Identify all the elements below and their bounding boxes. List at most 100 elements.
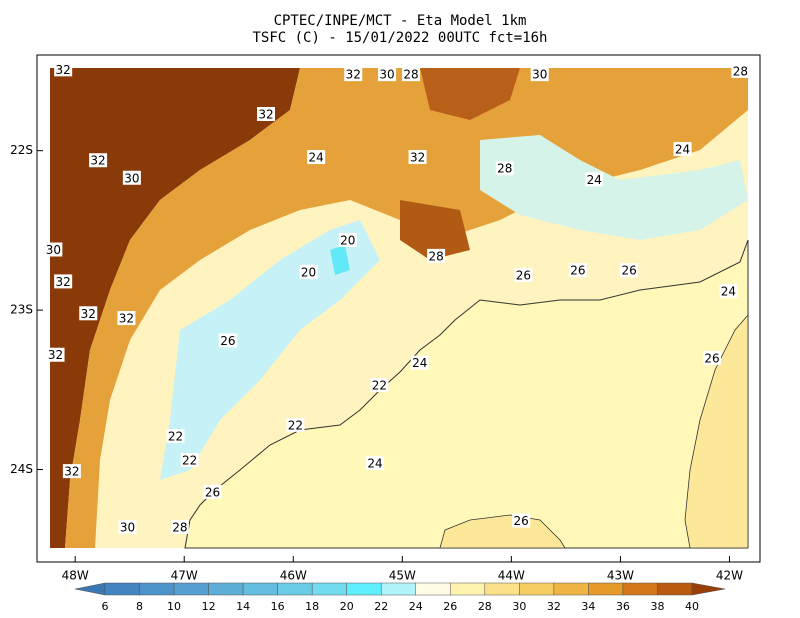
- colorbar-label: 26: [443, 600, 457, 613]
- subtitle: TSFC (C) - 15/01/2022 00UTC fct=16h: [252, 30, 547, 46]
- contour-label-text: 30: [379, 68, 394, 82]
- contour-label: 26: [703, 350, 722, 365]
- contour-label: 32: [54, 274, 73, 289]
- contour-label: 26: [512, 513, 531, 528]
- warm-region: [65, 68, 748, 548]
- contour-label-box: [46, 347, 65, 362]
- colorbar-bin: [311, 582, 347, 596]
- contour-label-box: [54, 274, 73, 289]
- colorbar-bin: [415, 582, 451, 596]
- contour-label-text: 32: [410, 151, 425, 165]
- contour-label-text: 24: [721, 284, 736, 298]
- y-tick-label: 22S: [10, 143, 33, 157]
- contour-label: 28: [402, 67, 421, 82]
- contour-label: 20: [338, 232, 357, 247]
- colorbar-label: 38: [650, 600, 664, 613]
- contour-label-text: 22: [288, 418, 303, 432]
- colorbar-low: [74, 582, 106, 596]
- colorbar-bin: [173, 582, 209, 596]
- contour-label-box: [408, 150, 427, 165]
- contour-label-box: [62, 464, 81, 479]
- contour-label-text: 30: [124, 171, 139, 185]
- contour-label-box: [512, 513, 531, 528]
- contour-label-box: [495, 161, 514, 176]
- contour-label: 20: [299, 264, 318, 279]
- contour-label-box: [731, 63, 750, 78]
- colorbar-label: 36: [616, 600, 630, 613]
- contour-label-text: 32: [346, 68, 361, 82]
- contour-label: 30: [530, 67, 549, 82]
- contour-label-text: 32: [56, 63, 71, 77]
- contour-label-text: 26: [220, 334, 235, 348]
- contour-label-box: [89, 153, 108, 168]
- contour-label-text: 26: [570, 264, 585, 278]
- x-tick-label: 48W: [62, 569, 89, 583]
- colorbar-label: 32: [547, 600, 561, 613]
- contour-label: 24: [585, 172, 604, 187]
- ocean-warm: [439, 514, 566, 549]
- contour-label-box: [203, 484, 222, 499]
- contour-label: 28: [495, 161, 514, 176]
- contour-label-text: 32: [48, 348, 63, 362]
- contour-label: 28: [731, 63, 750, 78]
- contour-label-box: [410, 355, 429, 370]
- contour-label-text: 32: [56, 275, 71, 289]
- contour-label-box: [218, 333, 237, 348]
- colorbar-label: 18: [305, 600, 319, 613]
- map-fields: [50, 68, 749, 549]
- contour-label-box: [166, 429, 185, 444]
- contour-label: 24: [410, 355, 429, 370]
- colorbar-label: 40: [685, 600, 699, 613]
- contour-label-text: 30: [532, 68, 547, 82]
- contour-label: 32: [89, 153, 108, 168]
- x-tick-label: 46W: [280, 569, 307, 583]
- colorbar-label: 10: [167, 600, 181, 613]
- contour-label: 32: [79, 306, 98, 321]
- contour-label-text: 26: [704, 351, 719, 365]
- contour-label: 30: [122, 170, 141, 185]
- contour-label: 26: [568, 263, 587, 278]
- contour-label-box: [54, 62, 73, 77]
- colorbar-label: 6: [102, 600, 109, 613]
- map-frame: [36, 54, 761, 563]
- contour-label: 22: [370, 378, 389, 393]
- colorbar-label: 34: [581, 600, 595, 613]
- x-tick-label: 47W: [171, 569, 198, 583]
- colorbar-bin: [484, 582, 520, 596]
- contour-label-text: 22: [182, 453, 197, 467]
- contour-label: 30: [378, 67, 397, 82]
- colorbar-bin: [553, 582, 589, 596]
- contour-label: 32: [54, 62, 73, 77]
- colorbar-bin: [139, 582, 175, 596]
- contour-label-box: [719, 283, 738, 298]
- colorbar-bin: [242, 582, 278, 596]
- warm-patch: [400, 200, 470, 260]
- contour-label-text: 28: [497, 162, 512, 176]
- contour-label-text: 24: [367, 457, 382, 471]
- warm-patch: [420, 68, 520, 120]
- contour-label-box: [180, 452, 199, 467]
- contour-label-box: [122, 170, 141, 185]
- contour-label-box: [79, 306, 98, 321]
- contour-label-text: 24: [675, 143, 690, 157]
- contour-label-text: 26: [621, 264, 636, 278]
- y-tick-label: 24S: [10, 462, 33, 476]
- contour-label: 24: [366, 456, 385, 471]
- contour-label: 28: [170, 519, 189, 534]
- contour-label-box: [402, 67, 421, 82]
- colorbar-bin: [380, 582, 417, 596]
- colorbar-bin: [208, 582, 244, 596]
- contour-label-text: 24: [412, 356, 427, 370]
- contour-label: 30: [44, 242, 63, 257]
- contour-label: 32: [62, 464, 81, 479]
- contour-label-box: [366, 456, 385, 471]
- contour-label: 26: [514, 268, 533, 283]
- contour-label-text: 28: [733, 64, 748, 78]
- contour-label-box: [299, 264, 318, 279]
- contour-label-text: 24: [587, 173, 602, 187]
- contour-label-box: [514, 268, 533, 283]
- colorbar-label: 8: [136, 600, 143, 613]
- cool-region: [160, 220, 380, 480]
- contour-label-box: [427, 248, 446, 263]
